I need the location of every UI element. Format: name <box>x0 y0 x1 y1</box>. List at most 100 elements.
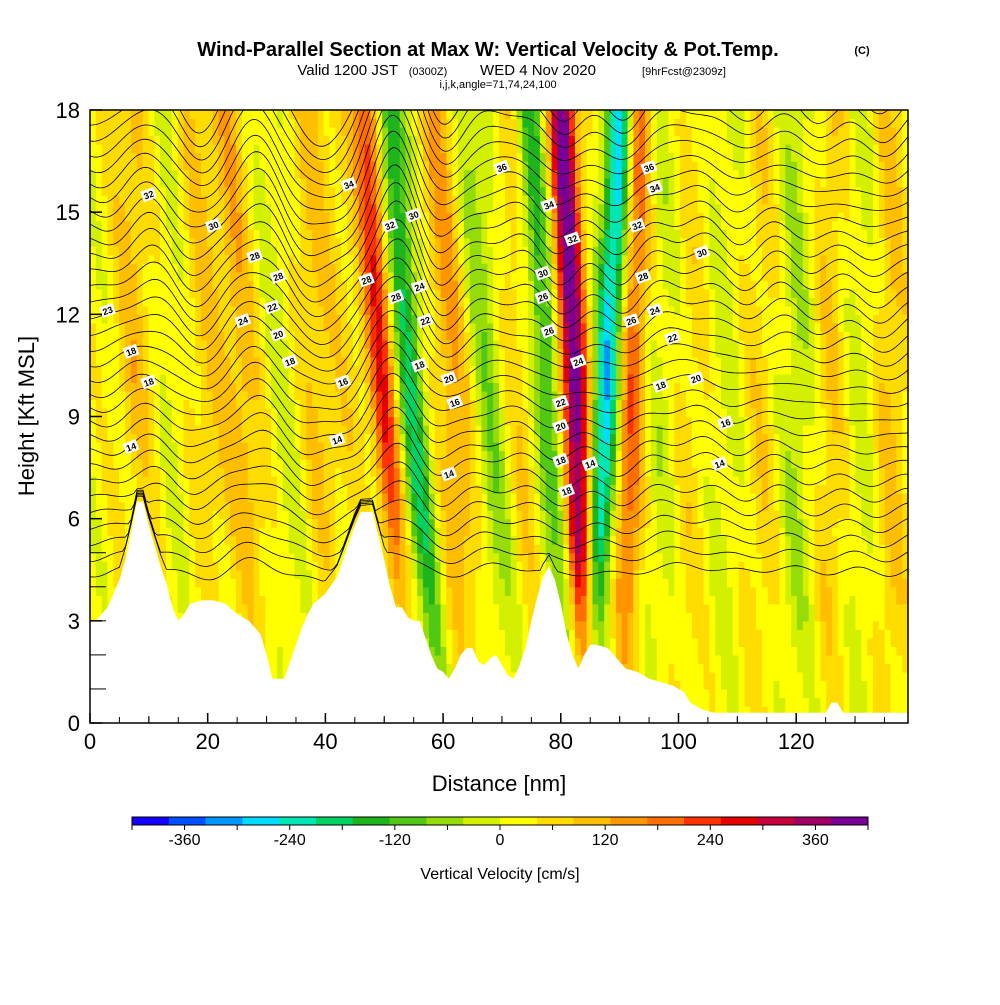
w-cell <box>253 569 261 579</box>
w-cell <box>463 620 471 630</box>
w-cell <box>475 493 483 503</box>
w-cell <box>463 186 471 196</box>
w-cell <box>440 305 448 315</box>
w-cell <box>230 305 237 315</box>
w-cell <box>399 578 407 588</box>
w-cell <box>201 356 208 367</box>
w-cell <box>177 348 185 358</box>
w-cell <box>95 365 103 375</box>
w-cell <box>458 527 465 537</box>
w-cell <box>405 314 412 324</box>
w-cell <box>195 254 202 264</box>
w-cell <box>434 569 442 579</box>
w-cell <box>101 297 109 307</box>
w-cell <box>417 237 424 247</box>
w-cell <box>458 152 465 162</box>
w-cell <box>125 237 132 247</box>
w-cell <box>195 416 202 426</box>
w-cell <box>312 595 319 605</box>
w-cell <box>423 356 430 367</box>
w-cell <box>265 501 272 511</box>
w-cell <box>481 161 488 171</box>
w-cell <box>376 169 383 179</box>
w-cell <box>393 382 401 392</box>
w-cell <box>317 127 325 137</box>
w-cell <box>469 569 477 579</box>
w-cell <box>481 646 488 656</box>
w-cell <box>446 288 453 298</box>
w-cell <box>352 348 360 358</box>
w-cell <box>458 212 465 222</box>
w-cell <box>119 501 126 511</box>
w-cell <box>241 390 249 401</box>
w-cell <box>393 569 401 579</box>
w-cell <box>399 110 407 120</box>
w-cell <box>411 331 418 341</box>
w-cell <box>160 314 167 324</box>
w-cell <box>241 322 249 332</box>
w-cell <box>276 646 284 656</box>
w-cell <box>195 169 202 179</box>
w-cell <box>382 212 389 222</box>
w-cell <box>247 467 255 477</box>
w-cell <box>469 527 477 537</box>
w-cell <box>458 390 465 401</box>
w-cell <box>481 425 488 435</box>
w-cell <box>107 348 114 358</box>
w-cell <box>475 561 483 571</box>
w-cell <box>405 110 412 120</box>
w-cell <box>183 433 190 443</box>
w-cell <box>276 442 284 452</box>
w-cell <box>259 161 266 171</box>
w-cell <box>212 203 220 213</box>
w-cell <box>405 416 412 426</box>
w-cell <box>265 110 272 120</box>
w-cell <box>107 510 114 520</box>
w-cell <box>475 552 483 562</box>
w-cell <box>130 288 138 298</box>
w-cell <box>160 561 167 571</box>
w-cell <box>487 595 494 605</box>
w-cell <box>393 425 401 435</box>
w-cell <box>411 407 418 418</box>
w-cell <box>247 399 255 409</box>
w-cell <box>469 535 477 545</box>
w-cell <box>393 152 401 162</box>
w-cell <box>399 178 407 188</box>
w-cell <box>282 390 290 401</box>
w-cell <box>288 229 296 239</box>
w-cell <box>177 263 185 273</box>
w-cell <box>282 305 290 315</box>
w-cell <box>423 127 430 137</box>
w-cell <box>399 544 407 554</box>
w-cell <box>107 220 114 230</box>
w-cell <box>154 271 161 281</box>
w-cell <box>201 544 208 554</box>
w-cell <box>253 356 261 367</box>
w-cell <box>113 220 120 230</box>
w-cell <box>253 450 261 460</box>
w-cell <box>387 425 395 435</box>
w-cell <box>119 195 126 205</box>
w-cell <box>206 263 214 273</box>
w-cell <box>323 382 331 392</box>
w-cell <box>446 271 453 281</box>
w-cell <box>271 646 278 656</box>
w-cell <box>201 263 208 273</box>
w-cell <box>446 322 453 332</box>
w-cell <box>253 416 261 426</box>
w-cell <box>95 229 103 239</box>
w-cell <box>382 118 389 128</box>
w-cell <box>493 646 500 656</box>
w-cell <box>463 518 471 528</box>
w-cell <box>101 535 109 545</box>
w-cell <box>446 552 453 562</box>
w-cell <box>259 450 266 460</box>
w-cell <box>387 433 395 443</box>
w-cell <box>282 263 290 273</box>
w-cell <box>376 510 383 520</box>
w-cell <box>469 544 477 554</box>
w-cell <box>458 501 465 511</box>
w-cell <box>195 305 202 315</box>
w-cell <box>259 169 266 179</box>
